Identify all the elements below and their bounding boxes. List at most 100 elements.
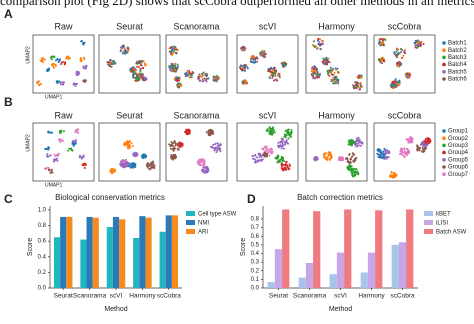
cell-dot (142, 67, 145, 70)
cell-dot (38, 83, 41, 86)
cell-dot (139, 64, 142, 67)
cell-dot (422, 143, 425, 146)
cell-dot (63, 63, 66, 66)
cell-dot (268, 131, 271, 134)
cell-dot (83, 41, 86, 44)
cell-dot (284, 163, 287, 166)
cell-dot (405, 73, 408, 76)
bar (133, 238, 140, 288)
cell-dot (393, 174, 396, 177)
bar (139, 216, 146, 288)
cell-dot (273, 129, 276, 132)
cell-dot (396, 48, 399, 51)
cell-dot (150, 166, 153, 169)
cell-dot (203, 77, 206, 80)
cell-dot (120, 160, 123, 163)
cell-dot (329, 66, 332, 69)
cell-dot (279, 141, 282, 144)
bar (112, 216, 120, 288)
y-tick-label: 0.6 (38, 239, 47, 245)
cell-dot (114, 62, 117, 65)
cell-dot (356, 170, 359, 173)
cell-dot (278, 76, 281, 79)
cell-dot (277, 146, 280, 149)
cell-dot (350, 168, 353, 171)
cell-dot (324, 158, 327, 161)
legend-label: NMI (198, 221, 209, 227)
cell-dot (268, 154, 271, 157)
cell-dot (417, 40, 420, 43)
cell-dot (198, 162, 201, 165)
legend-label: Batch1 (448, 41, 467, 47)
cell-dot (328, 153, 331, 156)
cell-dot (277, 74, 280, 77)
cell-dot (336, 70, 339, 73)
cell-dot (399, 150, 402, 153)
cell-dot (212, 143, 215, 146)
cell-dot (318, 40, 321, 43)
cell-dot (44, 147, 47, 150)
cell-dot (424, 144, 427, 147)
cell-dot (82, 65, 85, 68)
x-tick-label: Scanorama (73, 293, 107, 300)
cell-dot (408, 151, 411, 154)
cell-dot (389, 84, 392, 87)
cell-dot (76, 130, 79, 133)
y-tick-label: 0.4 (38, 254, 47, 260)
cell-dot (168, 64, 171, 67)
cell-dot (57, 153, 60, 156)
cell-dot (176, 49, 179, 52)
cell-dot (403, 48, 406, 51)
cell-dot (280, 167, 283, 170)
cell-dot (315, 67, 318, 70)
cell-dot (137, 73, 140, 76)
cell-dot (173, 156, 176, 159)
cell-dot (333, 78, 336, 81)
cell-dot (146, 166, 149, 169)
cell-dot (124, 165, 127, 168)
cell-dot (84, 163, 87, 166)
cell-dot (288, 167, 291, 170)
cell-dot (314, 45, 317, 48)
cell-dot (271, 129, 274, 132)
cell-dot (312, 44, 315, 47)
x-tick-label: scVI (110, 293, 123, 300)
y-tick-label: 0.7 (251, 225, 260, 231)
cell-dot (418, 149, 421, 152)
bar (80, 239, 87, 288)
cell-dot (250, 55, 253, 58)
cell-dot (152, 165, 155, 168)
cell-dot (205, 77, 208, 80)
cell-dot (408, 72, 411, 75)
cell-dot (80, 58, 83, 61)
cell-dot (63, 61, 66, 64)
cell-dot (256, 159, 259, 162)
cell-dot (260, 50, 263, 53)
cell-dot (422, 43, 425, 46)
cell-dot (325, 56, 328, 59)
cell-dot (347, 168, 350, 171)
cell-dot (256, 60, 259, 63)
cell-dot (286, 141, 289, 144)
cell-dot (59, 81, 62, 84)
cell-dot (140, 62, 143, 65)
cell-dot (171, 142, 174, 145)
cell-dot (287, 133, 290, 136)
cell-dot (245, 81, 248, 84)
cell-dot (253, 61, 256, 64)
cell-dot (199, 158, 202, 161)
panel-title: Scanorama (173, 21, 219, 31)
cell-dot (331, 73, 334, 76)
legend-swatch (442, 172, 446, 176)
cell-dot (172, 149, 175, 152)
cell-dot (356, 75, 359, 78)
cell-dot (319, 38, 322, 41)
legend-swatch (424, 229, 433, 234)
cell-dot (170, 153, 173, 156)
cell-dot (207, 129, 210, 132)
cell-dot (315, 69, 318, 72)
panel-title: scVI (259, 21, 277, 31)
cell-dot (108, 63, 111, 66)
cell-dot (331, 67, 334, 70)
cell-dot (178, 83, 181, 86)
